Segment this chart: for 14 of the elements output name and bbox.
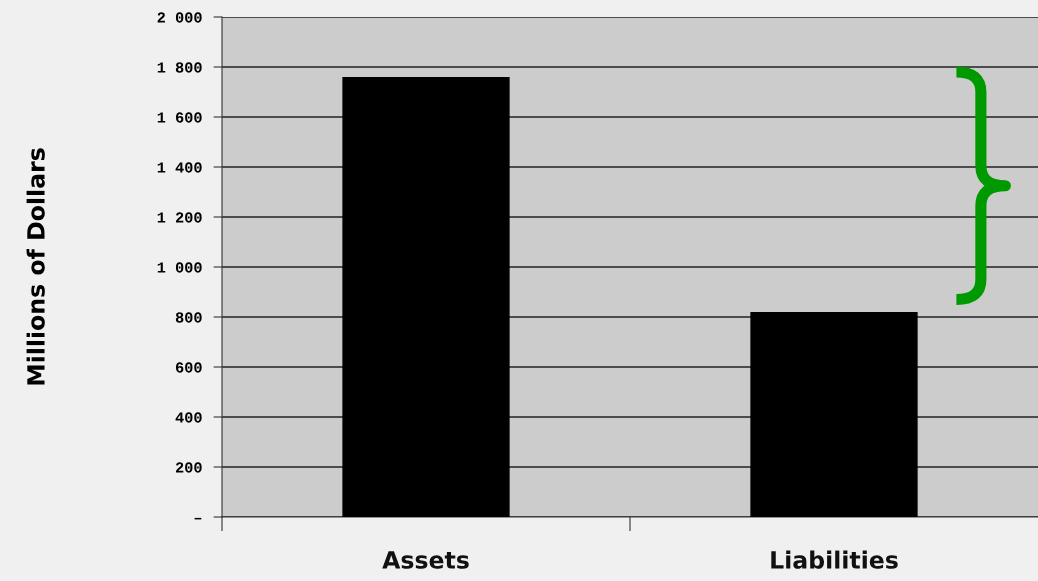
y-tick-label: 600: [175, 362, 202, 373]
y-tick-label: 200: [175, 462, 202, 473]
y-tick-label: 1 800: [157, 62, 202, 73]
y-tick-label: 400: [175, 412, 202, 423]
y-tick-label: 1 400: [157, 162, 202, 173]
x-tick-label: Assets: [382, 551, 469, 569]
x-tick-label: Liabilities: [771, 550, 898, 569]
y-tick-label: 1 600: [157, 112, 202, 123]
y-tick-label: –: [194, 517, 202, 520]
y-tick-label: 1 200: [157, 212, 202, 223]
y-tick-label: 1 000: [157, 262, 202, 273]
y-tick-label: 2 000: [157, 12, 202, 23]
y-axis-title: Millions of Dollars: [26, 148, 45, 385]
y-tick-label: 800: [175, 312, 202, 323]
